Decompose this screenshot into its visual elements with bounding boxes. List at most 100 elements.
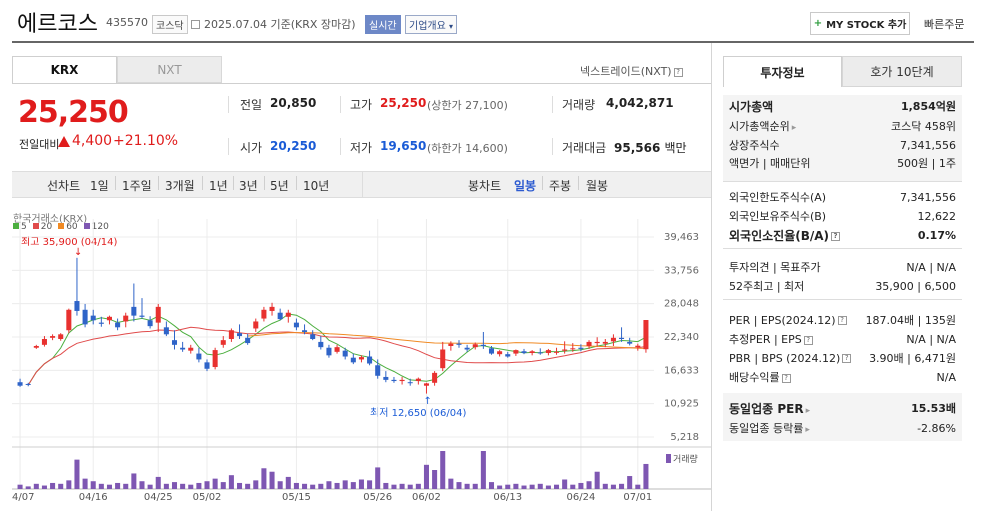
tab-invest-info[interactable]: 투자정보	[723, 56, 842, 87]
period-1w[interactable]: 1주일	[122, 179, 152, 193]
x-tick-label: 06/13	[493, 492, 522, 503]
volume-bar	[245, 483, 251, 489]
stock-name: 에르코스	[17, 12, 98, 37]
info-row: 추정PER | EPS? N/A | N/A	[729, 332, 956, 347]
info-row[interactable]: 동일업종 PER ▸ 15.53배	[729, 401, 956, 416]
price-chart[interactable]: 39,463 33,756 28,048 22,340 16,633 10,925 5,21…	[12, 199, 711, 511]
volume-bar	[643, 463, 649, 489]
info-section-market: 시가총액 1,854억원 시가총액순위 ▸ 코스닥 458위 상장주식수 7,341,5…	[723, 95, 962, 181]
quick-order-link[interactable]: 빠른주문	[924, 18, 965, 31]
candle-daily[interactable]: 일봉	[514, 179, 537, 193]
candle	[228, 330, 234, 339]
volume-bar	[58, 483, 64, 489]
nxt-link[interactable]: 넥스트레이드(NXT)?	[580, 63, 683, 79]
current-price: 25,250	[18, 95, 129, 130]
period-1y[interactable]: 1년	[209, 179, 228, 193]
candle	[415, 378, 421, 382]
candle	[635, 345, 641, 348]
candle-chart-toggle[interactable]: 봉차트	[468, 179, 502, 193]
period-3m[interactable]: 3개월	[165, 179, 195, 193]
add-mystock-button[interactable]: + MY STOCK 추가	[810, 12, 910, 35]
volume-bar	[269, 471, 275, 489]
candle	[350, 357, 356, 363]
volume-bar	[391, 484, 397, 489]
volume-bar	[115, 482, 121, 489]
candle-monthly[interactable]: 월봉	[586, 179, 609, 193]
live-tag[interactable]: 실시간	[365, 15, 401, 34]
volume-bar	[131, 473, 137, 489]
candle	[505, 354, 511, 357]
volume-bar	[25, 486, 31, 489]
lower-limit: (하한가 14,600)	[427, 142, 508, 155]
candle	[610, 337, 616, 342]
period-3y[interactable]: 3년	[239, 179, 258, 193]
prev-close-label: 전일	[240, 98, 263, 112]
volume-bar	[415, 483, 421, 489]
tab-krx[interactable]: KRX	[12, 56, 117, 83]
period-5y[interactable]: 5년	[270, 179, 289, 193]
volume-bar	[82, 478, 88, 489]
volume-bar	[423, 464, 429, 489]
volume-bar	[464, 483, 470, 489]
tab-nxt[interactable]: NXT	[117, 56, 222, 83]
candle	[50, 336, 56, 338]
candle	[245, 337, 251, 344]
x-tick-label: 04/25	[144, 492, 173, 503]
candle	[594, 341, 600, 344]
candle	[318, 341, 324, 348]
candle	[106, 316, 112, 321]
volume-bar	[635, 484, 641, 489]
x-tick-label: 05/26	[363, 492, 392, 503]
candle	[383, 376, 389, 380]
candle	[17, 382, 23, 386]
trade-value: 95,566 백만	[614, 139, 687, 156]
candle	[578, 347, 584, 349]
candle	[570, 348, 576, 350]
tab-hoga-10[interactable]: 호가 10단계	[842, 56, 962, 87]
date-text: 2025.07.04 기준(KRX 장마감)	[204, 18, 356, 31]
candle	[82, 309, 88, 325]
volume-bar	[310, 484, 316, 489]
candle	[139, 315, 145, 317]
volume-bar	[293, 482, 299, 489]
volume-bar	[163, 483, 169, 489]
prev-close-value: 20,850	[270, 96, 317, 110]
candle	[58, 334, 64, 339]
info-row: 상장주식수 7,341,556	[729, 138, 956, 153]
x-tick-label: 05/02	[193, 492, 222, 503]
candle	[98, 322, 104, 324]
invest-info-panel: 시가총액 1,854억원 시가총액순위 ▸ 코스닥 458위 상장주식수 7,341,5…	[723, 95, 962, 445]
candle	[66, 309, 72, 331]
period-10y[interactable]: 10년	[303, 179, 330, 193]
trade-value-unit: 백만	[664, 141, 687, 155]
period-1d[interactable]: 1일	[90, 179, 109, 193]
exchange-label: 한국거래소(KRX)	[13, 214, 88, 225]
volume-bar	[594, 471, 600, 489]
candle	[188, 347, 194, 351]
company-overview-button[interactable]: 기업개요 ▾	[405, 15, 458, 34]
volume-bar	[147, 484, 153, 489]
candle	[448, 343, 454, 346]
change-label: 전일대비	[19, 138, 60, 151]
candle	[407, 382, 413, 384]
volume-bar	[456, 482, 462, 489]
candle	[261, 309, 267, 319]
change-value: 4,400	[72, 133, 113, 149]
volume-bar	[350, 482, 356, 489]
volume-bar	[578, 482, 584, 489]
company-overview-label: 기업개요	[409, 21, 446, 32]
candle	[342, 350, 348, 357]
trade-value-number: 95,566	[614, 141, 661, 155]
volume-bar	[98, 483, 104, 489]
volume-bar	[586, 481, 592, 489]
info-row: 시가총액순위 ▸ 코스닥 458위	[729, 120, 956, 133]
ma-legend: 5 20 60 120	[13, 222, 109, 232]
volume-bar	[619, 483, 625, 489]
candle	[269, 306, 275, 311]
candle	[643, 320, 649, 350]
info-section-foreign: 외국인한도주식수(A) 7,341,556 외국인보유주식수(B) 12,622 외…	[723, 186, 962, 246]
candle-weekly[interactable]: 주봉	[549, 179, 572, 193]
info-row[interactable]: 동일업종 등락률 ▸ -2.86%	[729, 421, 956, 436]
line-chart-toggle[interactable]: 선차트	[47, 179, 81, 193]
candle	[513, 350, 519, 354]
